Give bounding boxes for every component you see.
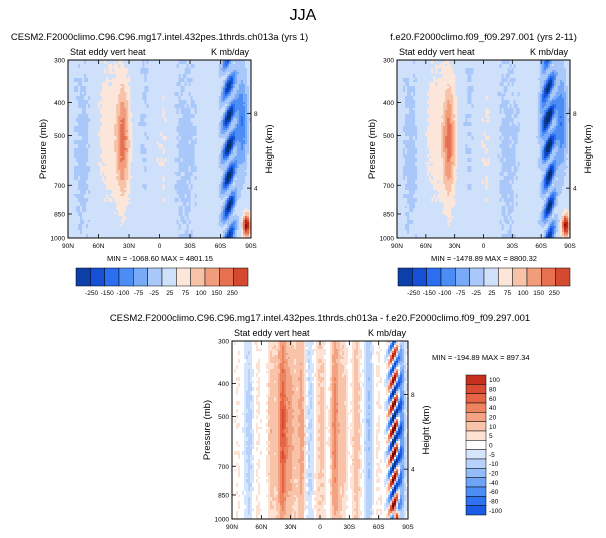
chart-panel-1: CESM2.F2000climo.C96.C96.mg17.intel.432p… bbox=[11, 32, 308, 263]
figure-title: JJA bbox=[290, 7, 317, 24]
heatmap-cells bbox=[68, 60, 251, 238]
